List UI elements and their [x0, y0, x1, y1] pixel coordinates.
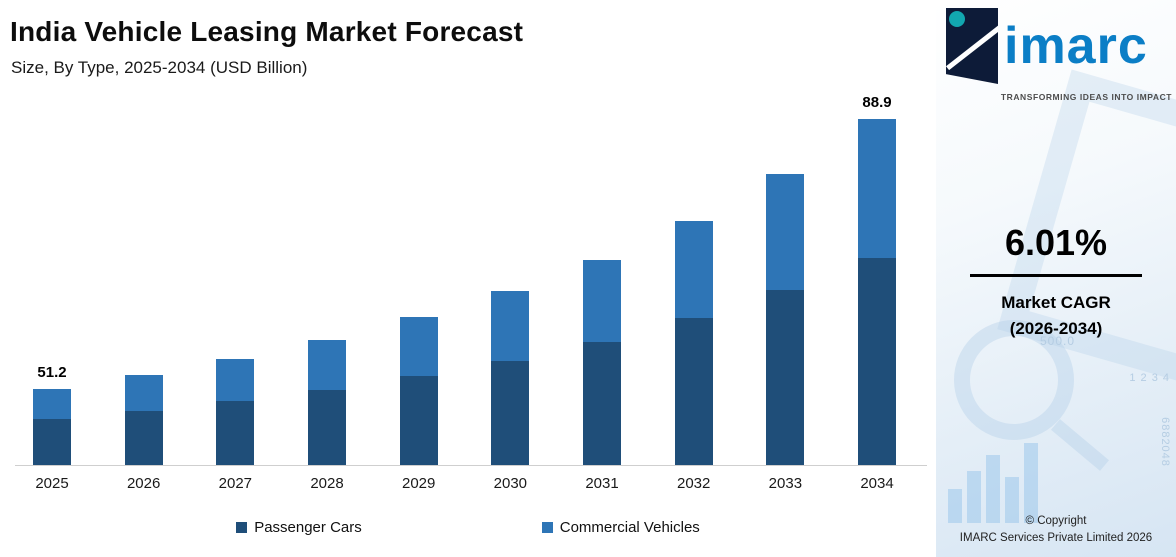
magnifier-handle-icon	[1050, 419, 1110, 471]
decor-mini-bar-chart	[948, 443, 1038, 523]
bar-segment-commercial-vehicles	[308, 340, 346, 390]
decor-bar	[948, 489, 962, 523]
bar-segment-passenger-cars	[216, 401, 255, 465]
bar-segment-passenger-cars	[399, 376, 438, 465]
bar-2030: 2030	[464, 116, 556, 492]
brand-tagline: TRANSFORMING IDEAS INTO IMPACT	[1000, 92, 1172, 102]
bar-stack-2032	[674, 221, 713, 465]
bar-segment-commercial-vehicles	[583, 260, 622, 342]
bar-stack-2031	[583, 260, 622, 465]
bar-segment-commercial-vehicles	[124, 375, 163, 411]
bar-value-label-2025: 51.2	[37, 364, 67, 381]
cagr-value: 6.01%	[1004, 222, 1108, 263]
chart-title: India Vehicle Leasing Market Forecast	[10, 16, 524, 47]
bar-stack-2028	[308, 340, 346, 465]
legend-label-commercial-vehicles: Commercial Vehicles	[559, 519, 700, 536]
copyright-line2: IMARC Services Private Limited 2026	[959, 531, 1153, 544]
x-tick-2027: 2027	[218, 475, 253, 492]
bar-stack-2033	[766, 174, 805, 465]
cagr-label-line2: (2026-2034)	[1009, 319, 1103, 338]
chart-panel: India Vehicle Leasing Market Forecast Si…	[0, 16, 936, 536]
bar-stack-2026	[124, 375, 163, 465]
bar-segment-passenger-cars	[124, 411, 163, 465]
x-tick-2026: 2026	[126, 475, 161, 492]
bar-segment-commercial-vehicles	[766, 174, 805, 290]
legend-swatch-commercial-vehicles	[541, 522, 553, 533]
x-tick-2030: 2030	[493, 475, 528, 492]
x-tick-2028: 2028	[310, 475, 344, 492]
x-tick-2031: 2031	[585, 475, 619, 492]
watermark-text: 500.0	[1040, 334, 1076, 348]
imarc-logo: imarc	[946, 8, 1170, 84]
legend-item-passenger-cars: Passenger Cars	[236, 519, 362, 536]
bar-segment-passenger-cars	[766, 290, 805, 465]
bar-stack-2029	[399, 317, 438, 465]
x-tick-2034: 2034	[860, 475, 894, 492]
copyright-line1: © Copyright	[1025, 514, 1087, 527]
imarc-logo-icon	[946, 8, 998, 84]
plot-area: 51.2 2025 2026 2027 2028 2029 2030 2031 2032 2033…	[15, 94, 927, 492]
bar-segment-passenger-cars	[491, 361, 530, 465]
legend-label-passenger-cars: Passenger Cars	[254, 519, 362, 536]
watermark-text: 6882048	[1159, 417, 1172, 467]
copyright-notice: © Copyright IMARC Services Private Limit…	[936, 513, 1176, 548]
bar-stack-2030	[491, 291, 530, 465]
bar-segment-passenger-cars	[33, 419, 71, 465]
brand-sidebar: imarc TRANSFORMING IDEAS INTO IMPACT 6.0…	[936, 0, 1176, 557]
bar-segment-commercial-vehicles	[216, 359, 255, 401]
bar-stack-2027	[216, 359, 255, 465]
bar-2031: 2031	[556, 116, 648, 492]
legend-item-commercial-vehicles: Commercial Vehicles	[541, 519, 700, 536]
bar-stack-2025	[33, 389, 71, 465]
chart-subtitle: Size, By Type, 2025-2034 (USD Billion)	[11, 58, 308, 77]
bar-segment-passenger-cars	[858, 258, 897, 465]
bar-2032: 2032	[648, 116, 740, 492]
cagr-stat-block: 6.01% Market CAGR (2026-2034)	[936, 222, 1176, 339]
bar-2034: 88.9 2034	[831, 94, 923, 492]
stat-divider	[970, 274, 1142, 277]
decor-bar	[986, 455, 1000, 523]
x-tick-2025: 2025	[35, 475, 69, 492]
legend-swatch-passenger-cars	[236, 522, 248, 533]
bar-segment-commercial-vehicles	[491, 291, 530, 361]
chart-legend: Passenger Cars Commercial Vehicles	[0, 519, 936, 536]
bar-2033: 2033	[739, 116, 831, 492]
bar-2026: 2026	[98, 116, 190, 492]
bar-2029: 2029	[373, 116, 465, 492]
bar-2025: 51.2 2025	[6, 116, 98, 492]
bar-2027: 2027	[189, 116, 281, 492]
bar-2028: 2028	[281, 116, 373, 492]
x-tick-2029: 2029	[401, 475, 436, 492]
x-tick-2032: 2032	[677, 475, 711, 492]
bar-segment-passenger-cars	[583, 342, 622, 465]
decor-bar	[1005, 477, 1019, 523]
bar-value-label-2034: 88.9	[862, 94, 892, 111]
imarc-logo-dot-icon	[949, 11, 965, 27]
imarc-logo-text: imarc	[1004, 17, 1148, 75]
bar-stack-2034	[858, 119, 897, 465]
bar-segment-commercial-vehicles	[858, 119, 897, 258]
bar-segment-commercial-vehicles	[399, 317, 438, 376]
cagr-label-line1: Market CAGR	[1001, 293, 1111, 312]
decor-bar	[967, 471, 981, 523]
watermark-text: 1 2 3 4	[1129, 372, 1170, 384]
decor-bar	[1024, 443, 1038, 523]
bar-segment-commercial-vehicles	[674, 221, 713, 318]
bar-segment-passenger-cars	[674, 318, 713, 465]
bar-segment-passenger-cars	[308, 390, 346, 465]
x-tick-2033: 2033	[768, 475, 803, 492]
bar-segment-commercial-vehicles	[33, 389, 71, 419]
